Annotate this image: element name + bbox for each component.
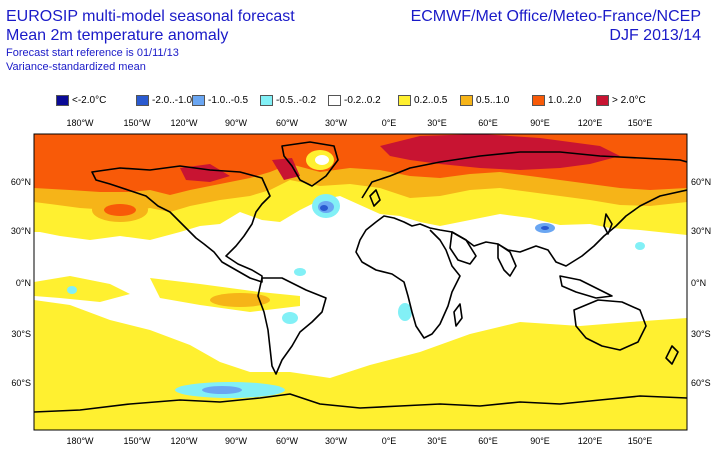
lat-label-right: 60°N <box>691 177 711 187</box>
lat-label-left: 60°S <box>11 378 31 388</box>
lat-label-right: 60°S <box>691 378 711 388</box>
legend-swatch <box>56 95 69 106</box>
legend-swatch <box>398 95 411 106</box>
legend-label: -0.5..-0.2 <box>276 95 317 106</box>
legend-swatch <box>532 95 545 106</box>
season-label: DJF 2013/14 <box>609 27 701 44</box>
legend-swatch <box>596 95 609 106</box>
lon-label-top: 60°W <box>276 118 299 128</box>
lon-label-bottom: 90°W <box>225 436 248 446</box>
legend-swatch <box>192 95 205 106</box>
legend-label: 0.2..0.5 <box>414 95 448 106</box>
lon-label-bottom: 60°E <box>478 436 498 446</box>
map-subtitle: Mean 2m temperature anomaly <box>6 27 229 44</box>
map-frame <box>33 133 688 431</box>
map-ticks: 180°W 180°W 150°W 150°W 120°W 120°W 90°W 90°W 60… <box>11 118 711 446</box>
lon-label-bottom: 0°E <box>382 436 397 446</box>
lon-label-top: 120°W <box>170 118 198 128</box>
lon-label-top: 90°E <box>530 118 550 128</box>
warm-anomaly-orange-tropics <box>210 293 270 307</box>
lon-label-bottom: 30°E <box>427 436 447 446</box>
lat-label-right: 30°N <box>691 226 711 236</box>
variance-note: Variance-standardized mean <box>6 61 146 73</box>
map-title: EUROSIP multi-model seasonal forecast <box>6 8 295 25</box>
lon-label-bottom: 120°W <box>170 436 198 446</box>
lat-label-left: 30°S <box>11 329 31 339</box>
lon-label-bottom: 90°E <box>530 436 550 446</box>
lon-label-top: 0°E <box>382 118 397 128</box>
lat-label-left: 0°N <box>16 278 31 288</box>
lon-label-bottom: 150°E <box>628 436 653 446</box>
map-area <box>34 134 687 430</box>
lat-label-left: 60°N <box>11 177 31 187</box>
lon-label-top: 30°E <box>427 118 447 128</box>
legend-label: -2.0..-1.0 <box>152 95 193 106</box>
lon-label-bottom: 60°W <box>276 436 299 446</box>
lon-label-top: 150°W <box>123 118 151 128</box>
lat-label-right: 0°N <box>691 278 706 288</box>
legend-swatch <box>260 95 273 106</box>
legend-swatch <box>136 95 149 106</box>
legend-swatch <box>460 95 473 106</box>
legend-label: -0.2..0.2 <box>344 95 381 106</box>
lon-label-bottom: 30°W <box>325 436 348 446</box>
lon-label-top: 30°W <box>325 118 348 128</box>
legend-swatch <box>328 95 341 106</box>
lon-label-bottom: 120°E <box>578 436 603 446</box>
lon-label-top: 90°W <box>225 118 248 128</box>
legend-label: <-2.0°C <box>72 95 107 106</box>
centres-label: ECMWF/Met Office/Meteo-France/NCEP <box>410 8 701 25</box>
lon-label-bottom: 150°W <box>123 436 151 446</box>
lat-label-left: 30°N <box>11 226 31 236</box>
warm-anomaly-deep-red-eurasia <box>380 134 620 170</box>
legend-label: > 2.0°C <box>612 95 646 106</box>
lon-label-top: 120°E <box>578 118 603 128</box>
lon-label-top: 180°W <box>66 118 94 128</box>
coastlines <box>34 141 687 413</box>
lat-label-right: 30°S <box>691 329 711 339</box>
legend-label: 0.5..1.0 <box>476 95 510 106</box>
lon-label-top: 150°E <box>628 118 653 128</box>
lon-label-top: 60°E <box>478 118 498 128</box>
warm-anomaly-yellow-south <box>34 300 687 430</box>
forecast-start-note: Forecast start reference is 01/11/13 <box>6 47 179 59</box>
lon-label-bottom: 180°W <box>66 436 94 446</box>
legend-label: -1.0..-0.5 <box>208 95 249 106</box>
legend-label: 1.0..2.0 <box>548 95 582 106</box>
